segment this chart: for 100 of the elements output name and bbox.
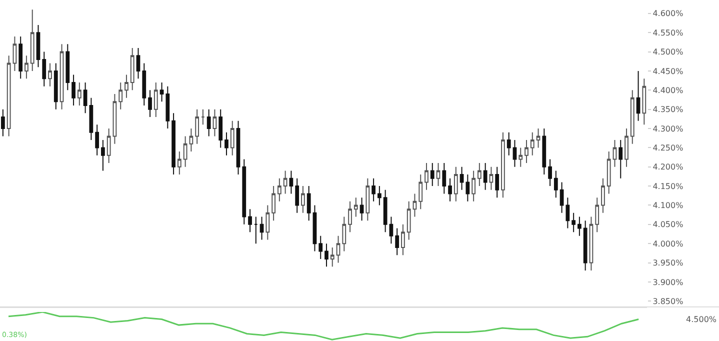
candlestick bbox=[89, 97, 94, 141]
candlestick bbox=[124, 74, 128, 98]
candlestick bbox=[172, 112, 176, 176]
candlestick bbox=[254, 216, 258, 244]
candlestick bbox=[189, 128, 194, 152]
candlestick bbox=[236, 120, 240, 176]
candlestick bbox=[448, 178, 452, 202]
candlestick bbox=[148, 90, 152, 118]
candlestick bbox=[348, 200, 352, 233]
candlestick bbox=[601, 178, 605, 214]
y-tick-label: 4.050% bbox=[652, 220, 684, 230]
candlestick bbox=[478, 162, 482, 187]
candlestick bbox=[272, 186, 276, 222]
y-tick-label: 4.600% bbox=[652, 9, 684, 18]
candlestick bbox=[578, 216, 582, 236]
y-tick-label: 4.450% bbox=[652, 66, 684, 76]
candlestick bbox=[136, 47, 140, 80]
candlestick bbox=[230, 120, 234, 156]
candlestick bbox=[312, 204, 317, 252]
y-tick-label: 4.250% bbox=[652, 144, 684, 152]
candlestick bbox=[618, 140, 623, 179]
candlestick bbox=[83, 82, 88, 114]
y-tick-label: 4.550% bbox=[652, 28, 684, 38]
y-tick-label: 3.900% bbox=[652, 278, 684, 287]
candlestick bbox=[260, 216, 264, 240]
candlestick bbox=[54, 62, 58, 110]
candlestick bbox=[12, 36, 17, 72]
candlestick bbox=[201, 108, 205, 126]
candlestick bbox=[542, 128, 546, 176]
candlestick bbox=[60, 44, 64, 110]
candlestick bbox=[630, 90, 634, 144]
candlestick bbox=[612, 140, 617, 168]
candlestick bbox=[118, 82, 123, 110]
candlestick bbox=[442, 162, 446, 194]
candlestick bbox=[266, 204, 270, 240]
candlestick bbox=[424, 162, 428, 190]
y-tick-label: 3.850% bbox=[652, 296, 684, 306]
candlestick bbox=[495, 166, 500, 198]
candlestick bbox=[406, 200, 411, 240]
y-tick-label: 4.500% bbox=[652, 48, 684, 57]
candlestick bbox=[454, 166, 458, 202]
candlestick bbox=[6, 55, 11, 137]
candlestick bbox=[412, 193, 417, 218]
text: 4.500% bbox=[686, 315, 717, 324]
candlestick bbox=[166, 86, 170, 130]
candlestick bbox=[112, 93, 117, 144]
candlestick bbox=[72, 74, 76, 106]
candlestick bbox=[377, 186, 382, 206]
candlestick bbox=[130, 47, 134, 91]
candlestick bbox=[289, 170, 294, 194]
candlestick bbox=[524, 140, 528, 164]
candlestick bbox=[77, 82, 82, 106]
candlestick bbox=[183, 136, 188, 168]
candlestick bbox=[295, 178, 300, 214]
candlestick bbox=[212, 108, 217, 137]
candlestick bbox=[101, 140, 105, 172]
candlestick bbox=[24, 55, 28, 80]
y-tick-label: 3.950% bbox=[652, 258, 684, 268]
candlestick bbox=[48, 62, 52, 87]
candlestick bbox=[95, 124, 100, 156]
candlestick bbox=[636, 70, 640, 122]
candlestick bbox=[30, 9, 34, 72]
candlestick bbox=[389, 216, 394, 244]
candlestick bbox=[42, 51, 46, 87]
candlestick bbox=[489, 166, 494, 190]
candlestick bbox=[336, 235, 340, 264]
candlestick bbox=[430, 162, 434, 187]
candlestick bbox=[277, 178, 282, 202]
candlestick bbox=[395, 228, 400, 256]
candlestick bbox=[354, 197, 358, 218]
candlestick bbox=[36, 24, 40, 68]
candlestick bbox=[472, 170, 476, 202]
candlestick bbox=[572, 212, 576, 233]
y-tick-label: 4.150% bbox=[652, 182, 684, 191]
candlestick bbox=[583, 220, 588, 271]
candlestick bbox=[642, 78, 646, 126]
candlestick bbox=[589, 216, 594, 271]
candlestick bbox=[324, 243, 328, 268]
candlestick bbox=[301, 186, 305, 214]
candlestick bbox=[595, 197, 600, 233]
y-tick-label: 4.100% bbox=[652, 201, 684, 210]
candlestick bbox=[383, 189, 388, 233]
candlestick bbox=[218, 108, 223, 148]
y-tick-label: 4.200% bbox=[652, 162, 684, 172]
candlestick bbox=[518, 147, 523, 168]
y-tick-label: 4.300% bbox=[652, 124, 684, 134]
candlestick bbox=[512, 140, 517, 168]
candlestick bbox=[66, 44, 70, 91]
candlestick bbox=[1, 108, 5, 137]
candlestick bbox=[606, 151, 611, 194]
candlestick bbox=[536, 128, 540, 148]
candlestick bbox=[306, 186, 311, 222]
y-tick-label: 4.000% bbox=[652, 239, 684, 248]
candlestick bbox=[560, 182, 564, 214]
candlestick bbox=[177, 151, 182, 176]
candlestick bbox=[483, 162, 488, 190]
candlestick bbox=[248, 208, 252, 233]
candlestick bbox=[342, 216, 346, 252]
candlestick bbox=[418, 174, 423, 210]
candlestick bbox=[530, 132, 534, 156]
